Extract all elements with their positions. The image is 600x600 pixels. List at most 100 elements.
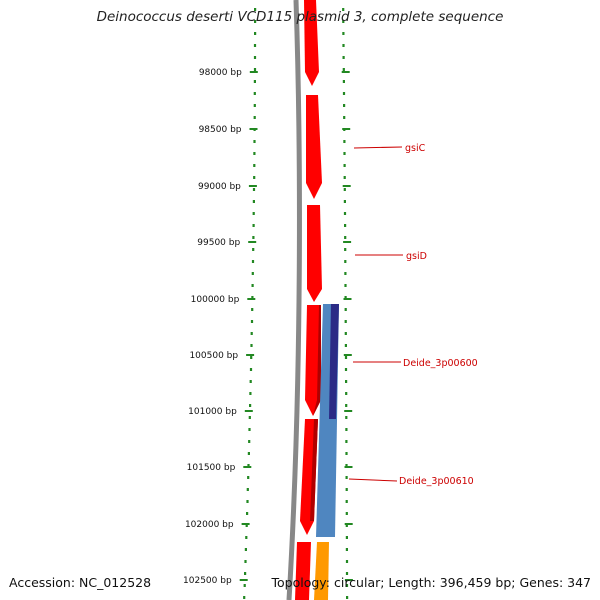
- ruler-dot-right: [343, 116, 346, 119]
- cds-arrow: [305, 305, 321, 416]
- ruler-dot-right: [345, 452, 348, 455]
- ruler-dot-left: [254, 8, 257, 11]
- tick-label: 100000 bp: [191, 295, 240, 305]
- ruler-dot-right: [342, 20, 345, 23]
- ruler-dot-left: [250, 320, 254, 323]
- ruler-dot-right: [342, 56, 345, 59]
- ruler-dot-left: [253, 176, 256, 179]
- ruler-dot-right: [345, 404, 348, 407]
- ruler-dot-right: [342, 32, 345, 35]
- gene-label-gsiD: gsiD: [406, 251, 427, 262]
- gene-labels: gsiC gsiD Deide_3p00600 Deide_3p00610: [399, 143, 478, 487]
- gene-leader-line: [348, 478, 398, 482]
- gene-label-gsiC: gsiC: [405, 143, 426, 154]
- ruler-dot-left: [253, 164, 256, 167]
- ruler-dot-left: [243, 596, 246, 599]
- ruler-rails: [243, 8, 349, 599]
- ruler-dot-left: [247, 452, 250, 455]
- ruler-dot-left: [248, 440, 251, 443]
- ruler-dot-right: [344, 356, 348, 359]
- ruler-dot-right: [342, 80, 345, 83]
- ruler-dot-right: [345, 524, 348, 527]
- gene-label-leaders: [348, 146, 403, 482]
- ruler-dot-right: [344, 224, 347, 227]
- ruler-dot-left: [253, 140, 256, 143]
- ruler-dot-left: [247, 464, 250, 467]
- tick-label: 101500 bp: [187, 463, 236, 473]
- map-title: Deinococcus deserti VCD115 plasmid 3, co…: [96, 9, 504, 25]
- ruler-dot-right: [345, 584, 349, 587]
- ruler-dot-right: [345, 476, 348, 479]
- ruler-dot-left: [251, 284, 254, 287]
- ruler-dot-right: [345, 416, 348, 419]
- ruler-dot-left: [244, 548, 247, 551]
- cds-arrow: [307, 205, 322, 302]
- ruler-dot-right: [342, 44, 345, 47]
- ruler-ticks-left: [239, 71, 258, 581]
- blast-hit: [314, 542, 329, 600]
- ruler-dot-left: [253, 152, 256, 155]
- ruler-dot-right: [345, 560, 349, 563]
- plasmid-backbone: [286, 0, 302, 600]
- ruler-dot-right: [345, 548, 348, 551]
- ruler-dot-left: [250, 344, 253, 347]
- ruler-dot-left: [251, 308, 254, 311]
- ruler-dot-left: [253, 104, 256, 107]
- tick-label: 99500 bp: [197, 238, 240, 248]
- ruler-dot-right: [345, 392, 348, 395]
- ruler-dot-right: [343, 140, 346, 143]
- ruler-dot-left: [251, 296, 254, 299]
- ruler-dot-left: [244, 560, 247, 563]
- ruler-dot-left: [252, 236, 255, 239]
- ruler-dot-right: [342, 68, 345, 71]
- tick-label: 99000 bp: [198, 182, 241, 192]
- ruler-ticks-right: [341, 71, 353, 581]
- ruler-dot-right: [345, 464, 348, 467]
- ruler-dot-right: [345, 572, 349, 575]
- ruler-dot-right: [343, 200, 346, 203]
- tick-label: 102000 bp: [185, 520, 234, 530]
- ruler-dot-right: [343, 212, 347, 215]
- ruler-dot-left: [249, 404, 252, 407]
- ruler-dot-left: [249, 368, 253, 371]
- cds-arrow-shade: [310, 419, 318, 521]
- ruler-dot-right: [346, 596, 349, 599]
- ruler-dot-right: [345, 380, 348, 383]
- ruler-dot-right: [344, 284, 347, 287]
- ruler-dot-left: [253, 116, 256, 119]
- gene-leader-line: [353, 146, 403, 149]
- ruler-dot-right: [344, 308, 347, 311]
- cds-arrow: [295, 542, 311, 600]
- ruler-dot-right: [342, 8, 345, 11]
- ruler-dot-left: [253, 56, 257, 59]
- tick-label: 100500 bp: [189, 351, 238, 361]
- accession-text: Accession: NC_012528: [9, 575, 152, 590]
- ruler-dot-left: [251, 272, 254, 275]
- ruler-dot-left: [252, 188, 256, 191]
- ruler-dot-left: [245, 536, 248, 539]
- ruler-dot-left: [246, 488, 249, 491]
- ruler-dot-left: [248, 416, 251, 419]
- ruler-dot-left: [252, 212, 255, 215]
- ruler-dot-right: [342, 92, 346, 95]
- ruler-dot-right: [344, 332, 347, 335]
- ruler-dot-right: [343, 188, 346, 191]
- cds-arrow: [304, 0, 319, 86]
- ruler-dot-left: [250, 356, 253, 359]
- ruler-dot-left: [249, 392, 252, 395]
- ruler-dot-left: [247, 476, 250, 479]
- ruler-dot-right: [345, 512, 348, 515]
- ruler-dot-right: [345, 440, 348, 443]
- ruler-dot-left: [253, 80, 256, 83]
- ruler-dot-left: [248, 428, 251, 431]
- ruler-dot-left: [253, 44, 257, 47]
- ruler-dot-left: [254, 20, 257, 23]
- ruler-dot-right: [343, 164, 346, 167]
- ruler-dot-left: [249, 380, 252, 383]
- ruler-dot-left: [252, 224, 255, 227]
- blast-hit: [329, 304, 339, 419]
- tick-label: 101000 bp: [188, 407, 237, 417]
- tick-label: 98000 bp: [199, 68, 242, 78]
- ruler-dot-right: [344, 236, 347, 239]
